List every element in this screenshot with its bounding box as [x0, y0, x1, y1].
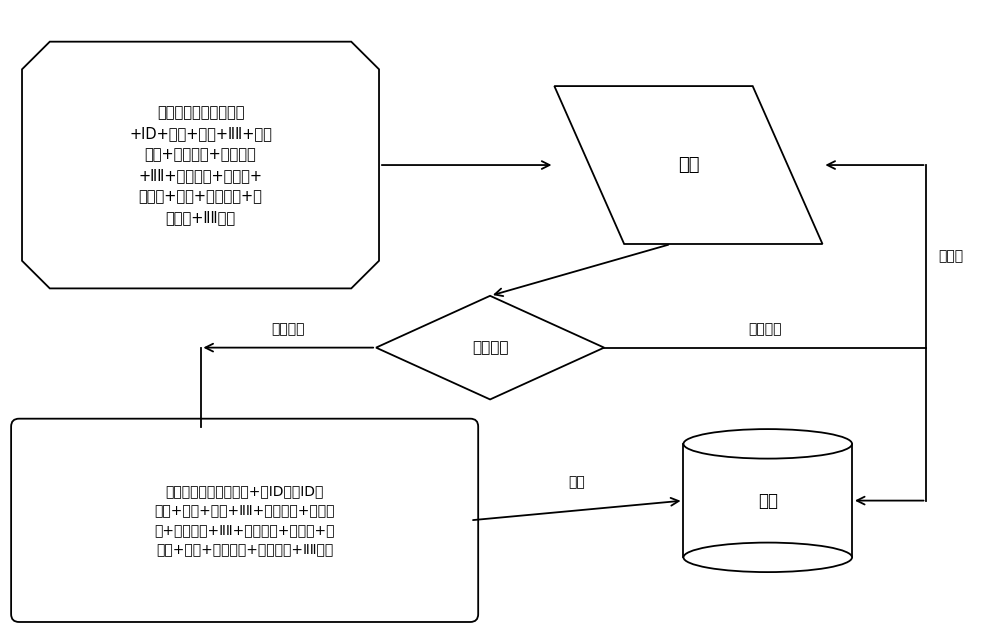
Polygon shape — [683, 444, 852, 558]
Text: 数据流: 数据流 — [938, 249, 963, 263]
Text: 否，入库: 否，入库 — [749, 322, 782, 336]
Ellipse shape — [683, 429, 852, 459]
Text: 【丰富后的人脸特征值+旧ID（新ID删
除）+声纹+掌纹+ⅡⅡ+行走轨迹+浏览记
录+关注表情+ⅡⅡ+购买记录+银行卡+代
金券+金额+会员卡号+会员信息+ⅡⅡ: 【丰富后的人脸特征值+旧ID（新ID删 除）+声纹+掌纹+ⅡⅡ+行走轨迹+浏览记… — [154, 484, 335, 556]
Polygon shape — [554, 86, 822, 244]
Text: 是否匹配: 是否匹配 — [472, 340, 508, 355]
Text: 处理: 处理 — [678, 156, 699, 174]
Text: 存储: 存储 — [758, 492, 778, 510]
Ellipse shape — [683, 542, 852, 572]
Polygon shape — [22, 41, 379, 288]
Text: 是，处理: 是，处理 — [272, 322, 305, 336]
Text: 入库: 入库 — [568, 475, 585, 489]
Text: 【丰富后的人脸特征值
+ID+声纹+掌纹+ⅡⅡ+行走
轨迹+浏览记录+关注表情
+ⅡⅡ+购买记录+银行卡+
代金券+金额+会员卡号+会
员信息+ⅡⅡ）】: 【丰富后的人脸特征值 +ID+声纹+掌纹+ⅡⅡ+行走 轨迹+浏览记录+关注表情 … — [129, 105, 272, 225]
FancyBboxPatch shape — [11, 419, 478, 622]
Polygon shape — [376, 296, 604, 399]
